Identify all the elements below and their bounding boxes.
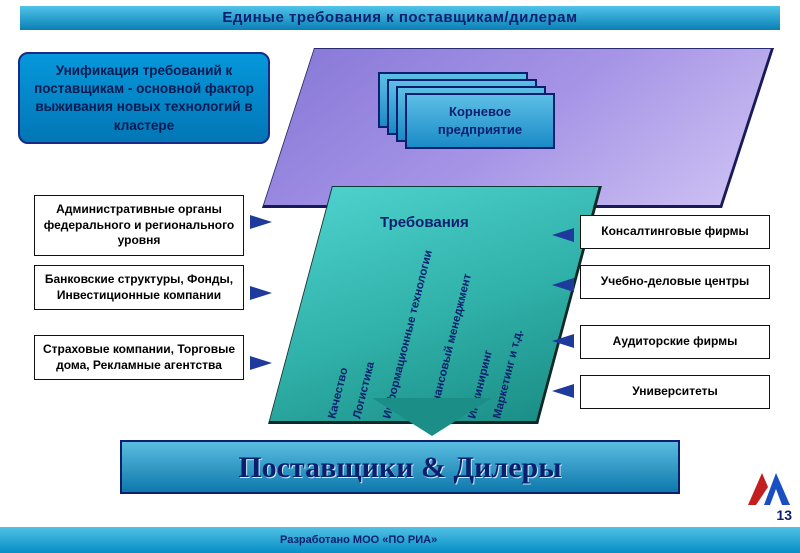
right-box: Учебно-деловые центры — [580, 265, 770, 299]
org-logo-icon — [746, 467, 792, 507]
arrow-right-icon — [250, 215, 272, 229]
callout-box: Унификация требований к поставщикам - ос… — [18, 52, 270, 144]
vlabel: Качество — [326, 366, 350, 420]
left-box: Банковские структуры, Фонды, Инвестицион… — [34, 265, 244, 310]
page-number: 13 — [776, 507, 792, 523]
page-title: Единые требования к поставщикам/дилерам — [20, 6, 780, 30]
arrow-right-icon — [250, 286, 272, 300]
arrow-left-icon — [552, 228, 574, 242]
right-box: Университеты — [580, 375, 770, 409]
arrow-right-icon — [250, 356, 272, 370]
right-box: Аудиторские фирмы — [580, 325, 770, 359]
vertical-labels: Качество Логистика Информационные технол… — [308, 260, 528, 420]
left-box: Страховые компании, Торговые дома, Рекла… — [34, 335, 244, 380]
footer-credit: Разработано МОО «ПО РИА» — [0, 527, 800, 553]
right-box: Консалтинговые фирмы — [580, 215, 770, 249]
requirements-title: Требования — [380, 214, 469, 231]
root-box-front: Корневое предприятие — [405, 93, 555, 149]
bottom-bar: Поставщики & Дилеры — [120, 440, 680, 494]
arrow-left-icon — [552, 384, 574, 398]
arrow-left-icon — [552, 278, 574, 292]
arrow-down-big — [372, 398, 492, 436]
arrow-left-icon — [552, 334, 574, 348]
left-box: Административные органы федерального и р… — [34, 195, 244, 256]
vlabel: Информационные технологии — [381, 249, 435, 420]
vlabel: Маркетинг и т.д. — [491, 328, 525, 420]
